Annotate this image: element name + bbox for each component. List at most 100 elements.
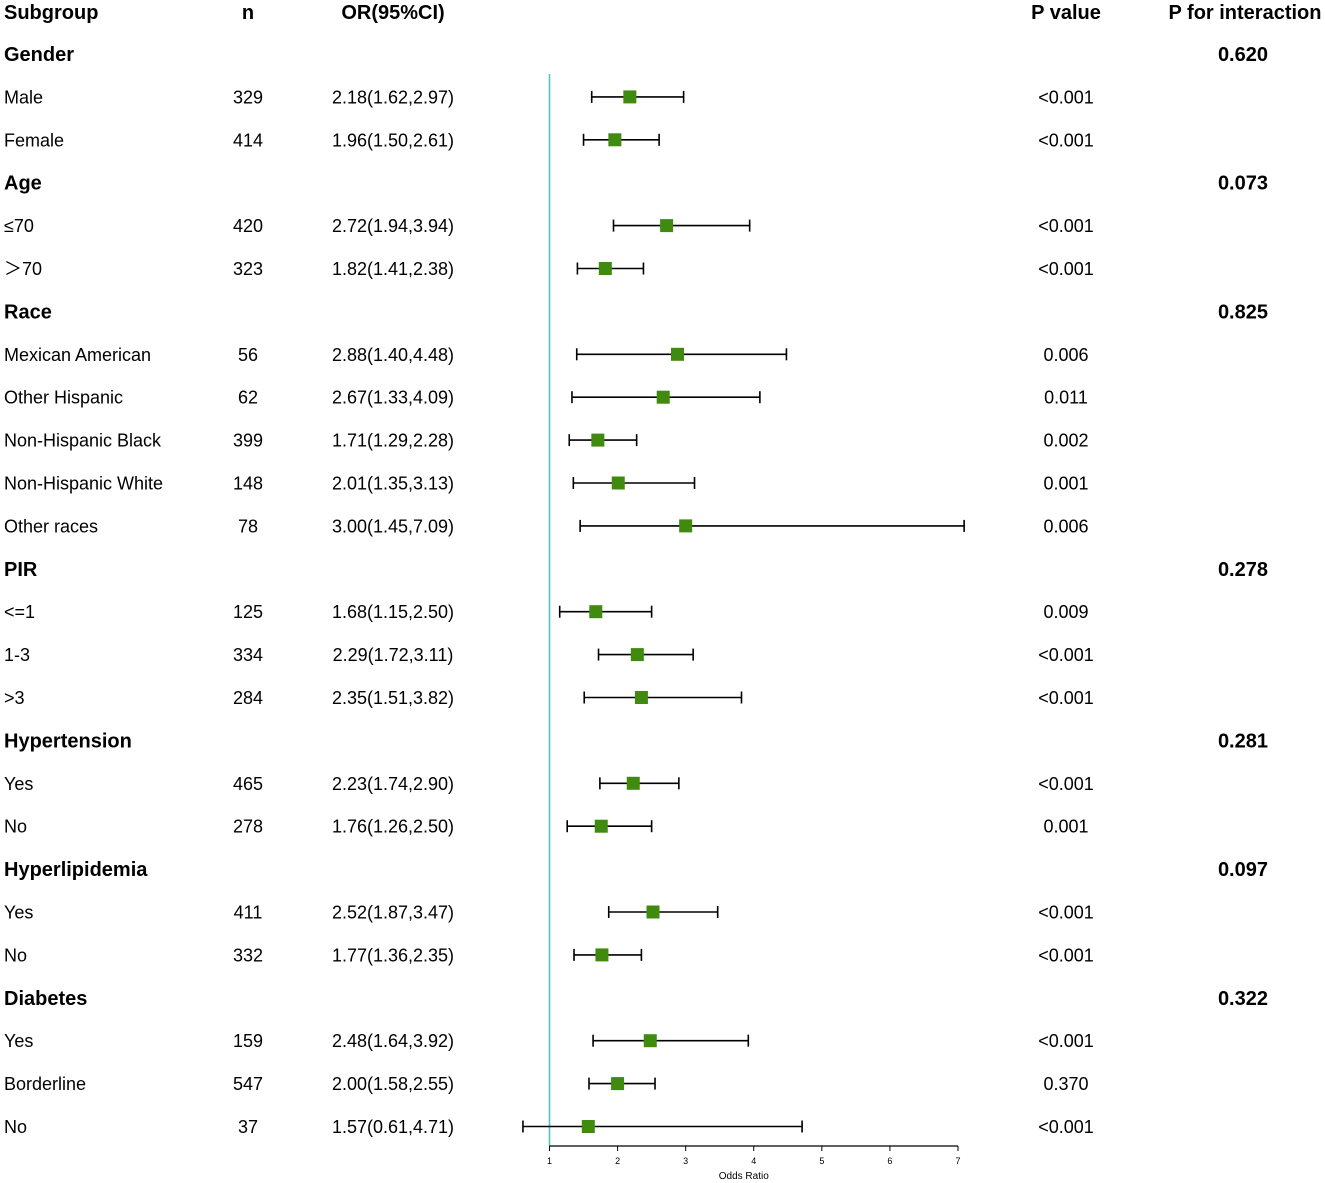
p-value: <0.001	[1038, 130, 1094, 150]
group-row: Gender 0.620	[4, 44, 1268, 66]
n-value: 323	[233, 259, 263, 279]
point-estimate-marker	[595, 948, 609, 962]
or-ci-value: 2.67(1.33,4.09)	[332, 388, 454, 408]
group-label: Diabetes	[4, 988, 87, 1010]
p-value: <0.001	[1038, 774, 1094, 794]
point-estimate-marker	[630, 648, 644, 662]
header-or-ci: OR(95%CI)	[341, 2, 444, 24]
or-ci-value: 2.48(1.64,3.92)	[332, 1031, 454, 1051]
x-tick-label: 1	[547, 1156, 552, 1166]
p-value: <0.001	[1038, 1031, 1094, 1051]
table-row: Non-Hispanic White 148 2.01(1.35,3.13) 0.00…	[4, 474, 1089, 494]
x-tick-label: 3	[683, 1156, 688, 1166]
x-tick-label: 4	[751, 1156, 756, 1166]
subgroup-label: No	[4, 945, 27, 965]
p-value: 0.006	[1043, 345, 1088, 365]
n-value: 465	[233, 774, 263, 794]
group-label: Race	[4, 301, 52, 323]
or-ci-value: 2.35(1.51,3.82)	[332, 688, 454, 708]
table-row: 1-3 334 2.29(1.72,3.11) <0.001	[4, 645, 1094, 665]
table-row: Yes 159 2.48(1.64,3.92) <0.001	[4, 1031, 1094, 1051]
n-value: 332	[233, 945, 263, 965]
p-interaction-value: 0.620	[1218, 44, 1268, 66]
p-value: <0.001	[1038, 688, 1094, 708]
table-row: Female 414 1.96(1.50,2.61) <0.001	[4, 130, 1094, 150]
group-label: Gender	[4, 44, 74, 66]
group-label: Hyperlipidemia	[4, 859, 148, 881]
p-value: <0.001	[1038, 645, 1094, 665]
p-value: 0.370	[1043, 1074, 1088, 1094]
group-row: Hypertension 0.281	[4, 730, 1268, 752]
n-value: 420	[233, 216, 263, 236]
p-interaction-value: 0.073	[1218, 173, 1268, 195]
n-value: 334	[233, 645, 263, 665]
table-row: No 37 1.57(0.61,4.71) <0.001	[4, 1117, 1094, 1137]
n-value: 125	[233, 602, 263, 622]
p-value: 0.001	[1043, 817, 1088, 837]
n-value: 547	[233, 1074, 263, 1094]
n-value: 414	[233, 130, 263, 150]
p-value: 0.009	[1043, 602, 1088, 622]
p-value: 0.011	[1044, 388, 1088, 408]
subgroup-label: Yes	[4, 774, 33, 794]
subgroup-label: Male	[4, 87, 43, 107]
subgroup-label: Yes	[4, 1031, 33, 1051]
n-value: 159	[233, 1031, 263, 1051]
or-ci-value: 1.68(1.15,2.50)	[332, 602, 454, 622]
point-estimate-marker	[656, 390, 670, 404]
p-value: <0.001	[1038, 259, 1094, 279]
p-interaction-value: 0.097	[1218, 859, 1268, 881]
group-row: Race 0.825	[4, 301, 1268, 323]
p-interaction-value: 0.281	[1218, 730, 1268, 752]
x-tick-label: 5	[819, 1156, 824, 1166]
table-row: Other Hispanic 62 2.67(1.33,4.09) 0.011	[4, 388, 1088, 408]
or-ci-value: 1.96(1.50,2.61)	[332, 130, 454, 150]
n-value: 278	[233, 817, 263, 837]
subgroup-label: Non-Hispanic White	[4, 474, 163, 494]
or-ci-value: 2.18(1.62,2.97)	[332, 87, 454, 107]
group-label: PIR	[4, 559, 38, 581]
group-label: Age	[4, 173, 42, 195]
point-estimate-marker	[646, 905, 660, 919]
or-ci-value: 1.57(0.61,4.71)	[332, 1117, 454, 1137]
point-estimate-marker	[594, 819, 608, 833]
table-row: <=1 125 1.68(1.15,2.50) 0.009	[4, 602, 1089, 622]
point-estimate-marker	[611, 1077, 625, 1091]
or-ci-value: 1.76(1.26,2.50)	[332, 817, 454, 837]
subgroup-label: Female	[4, 130, 64, 150]
n-value: 148	[233, 474, 263, 494]
subgroup-label: >3	[4, 688, 25, 708]
point-estimate-marker	[623, 90, 637, 104]
subgroup-label: Other races	[4, 516, 98, 536]
table-row: ≤70 420 2.72(1.94,3.94) <0.001	[4, 216, 1094, 236]
x-axis: 1 2 3 4 5 6 7 Odds Ratio	[547, 1145, 961, 1182]
subgroup-label: Mexican American	[4, 345, 151, 365]
p-value: <0.001	[1038, 945, 1094, 965]
or-ci-value: 1.77(1.36,2.35)	[332, 945, 454, 965]
table-row: Borderline 547 2.00(1.58,2.55) 0.370	[4, 1074, 1089, 1094]
point-estimate-marker	[634, 691, 648, 704]
point-estimate-marker	[598, 262, 612, 275]
header-n: n	[242, 2, 254, 24]
header-p-interaction: P for interaction	[1169, 2, 1322, 24]
table-row: Non-Hispanic Black 399 1.71(1.29,2.28) 0.00…	[4, 431, 1089, 451]
or-ci-value: 1.82(1.41,2.38)	[332, 259, 454, 279]
table-row: Other races 78 3.00(1.45,7.09) 0.006	[4, 516, 1089, 536]
point-estimate-marker	[611, 476, 625, 490]
subgroup-label: Other Hispanic	[4, 388, 123, 408]
group-row: PIR 0.278	[4, 559, 1268, 581]
p-value: 0.002	[1043, 431, 1088, 451]
header-row: Subgroup n OR(95%CI) P value P for inter…	[4, 2, 1322, 24]
group-row: Hyperlipidemia 0.097	[4, 859, 1268, 881]
p-interaction-value: 0.825	[1218, 301, 1268, 323]
or-ci-value: 3.00(1.45,7.09)	[332, 516, 454, 536]
point-estimate-marker	[643, 1034, 657, 1048]
p-interaction-value: 0.278	[1218, 559, 1268, 581]
subgroup-label: Yes	[4, 903, 33, 923]
x-tick-label: 2	[615, 1156, 620, 1166]
table-row: No 332 1.77(1.36,2.35) <0.001	[4, 945, 1094, 965]
p-interaction-value: 0.322	[1218, 988, 1268, 1010]
point-estimate-marker	[670, 347, 684, 361]
header-p-value: P value	[1031, 2, 1101, 24]
